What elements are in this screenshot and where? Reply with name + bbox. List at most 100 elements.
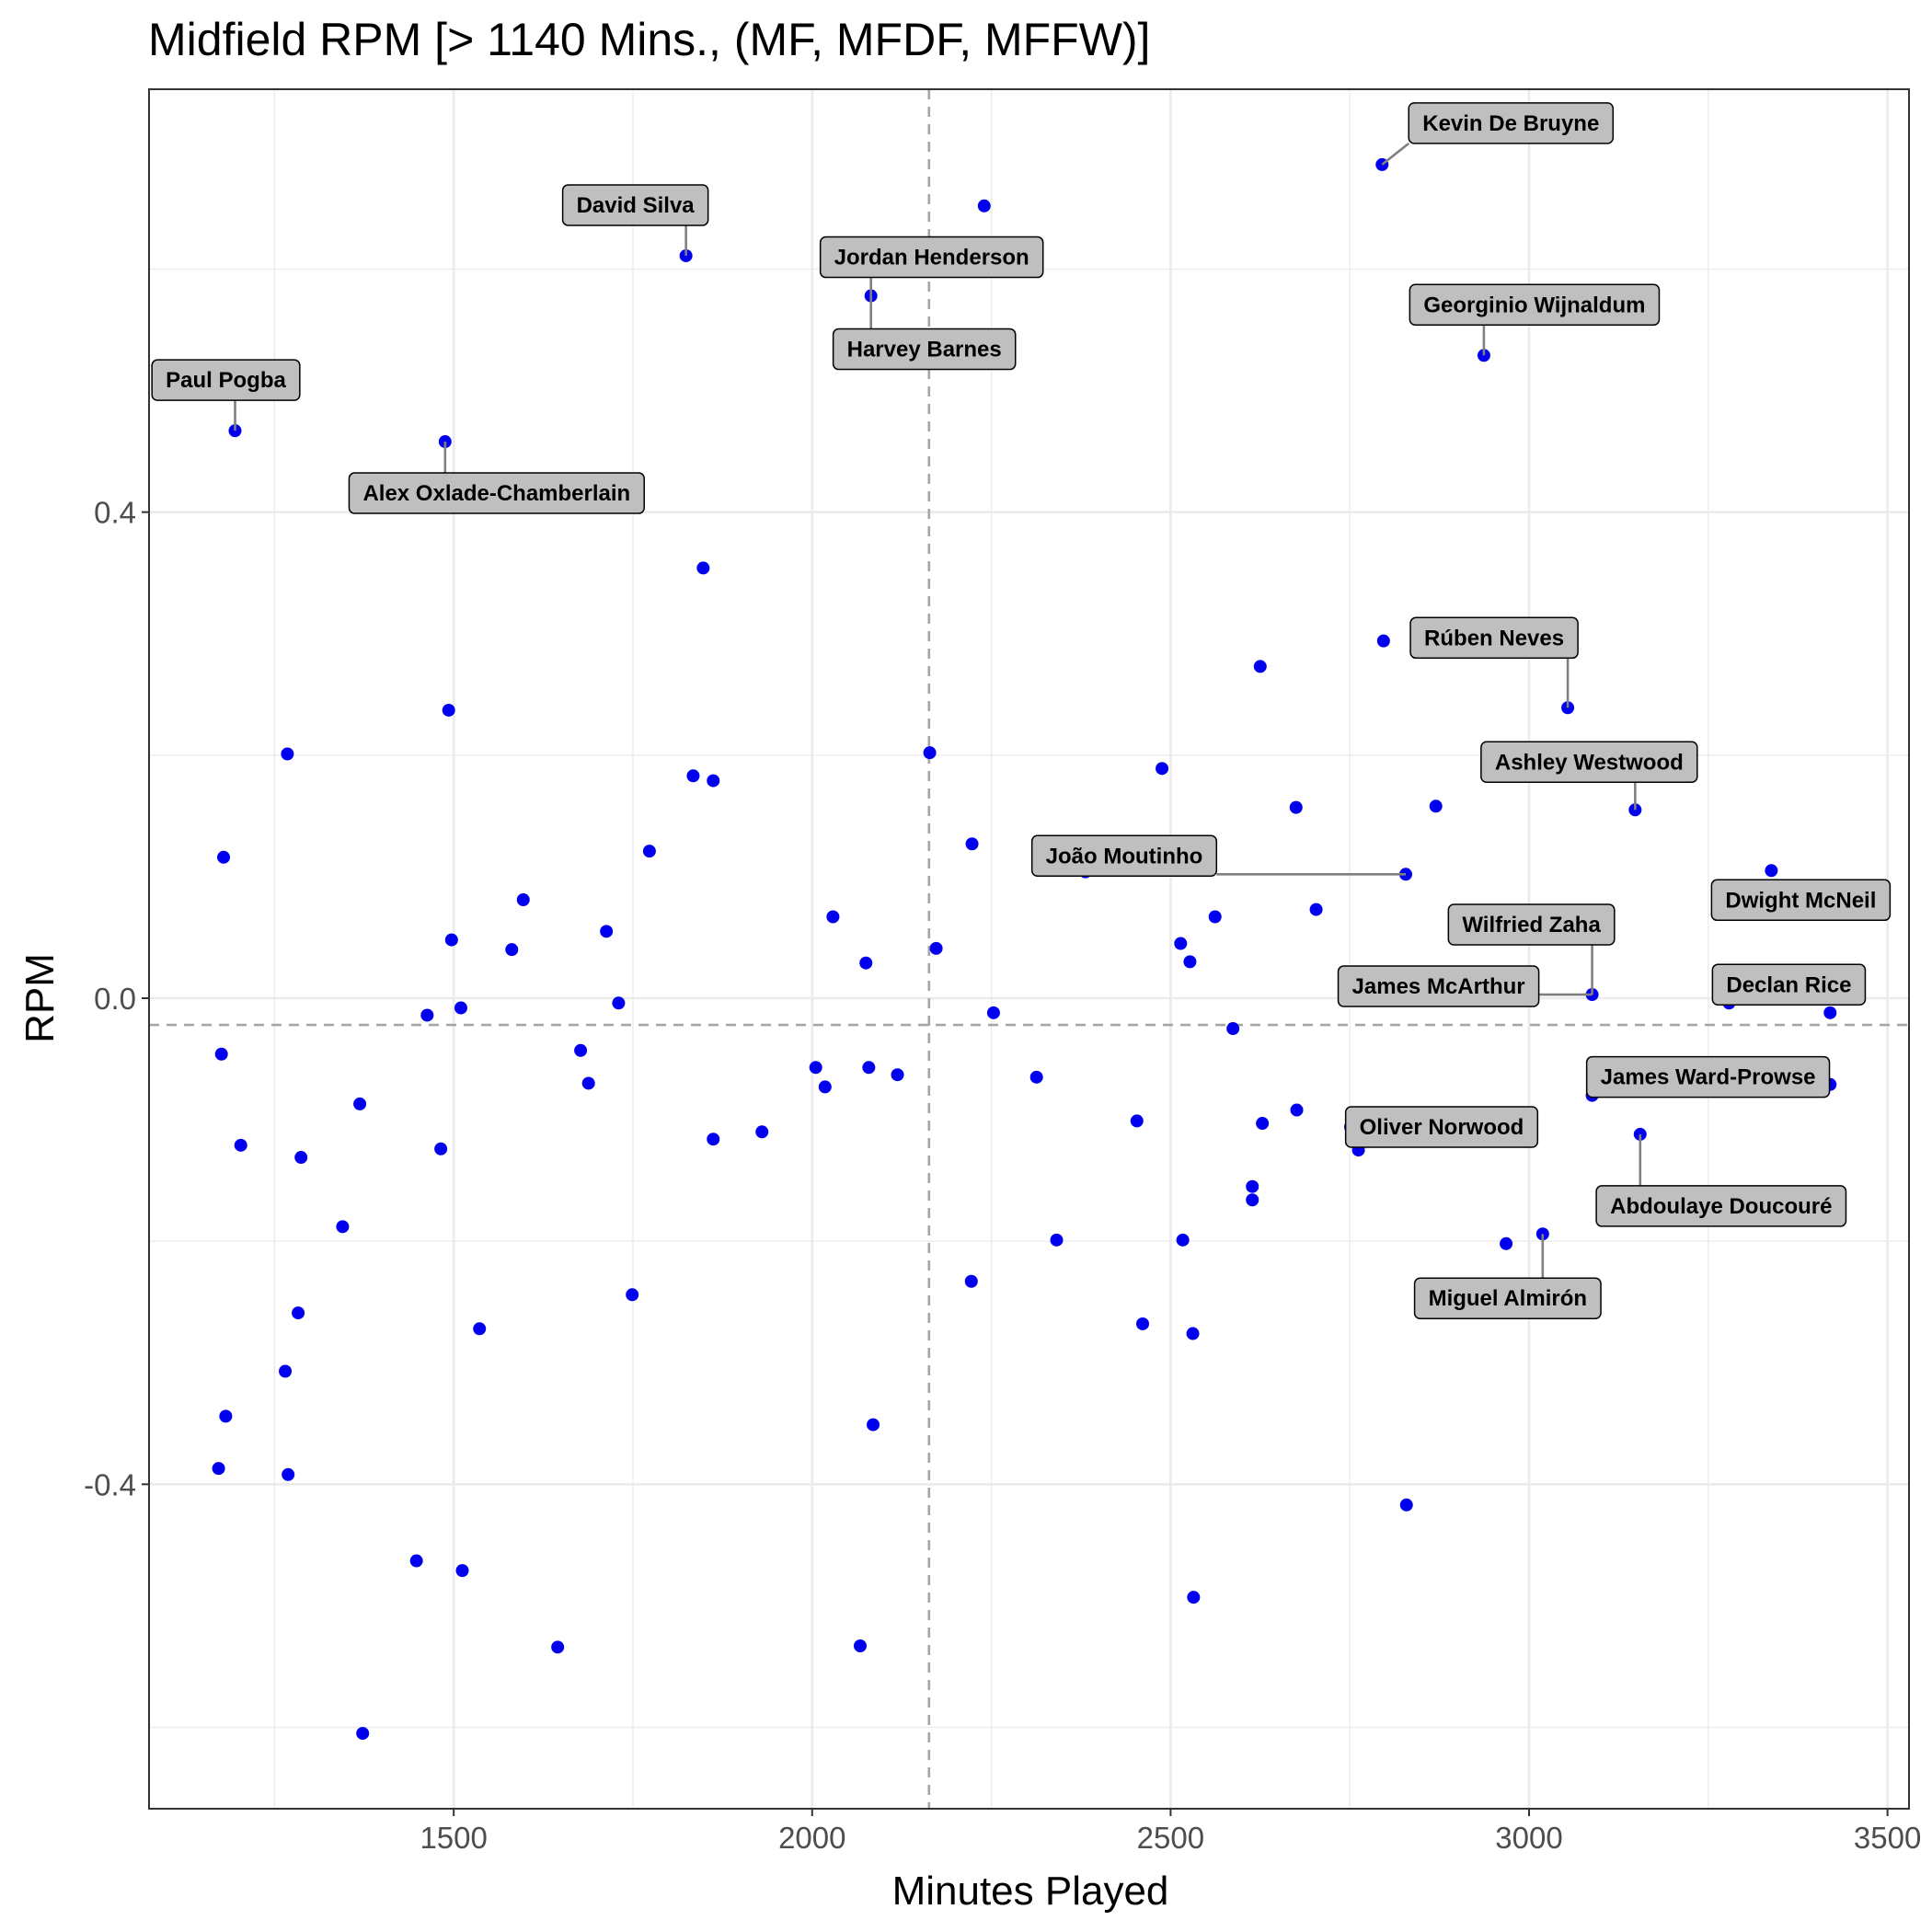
data-point [1376, 634, 1390, 648]
data-point [505, 943, 519, 957]
data-point [217, 850, 231, 864]
point-label-text: James Ward-Prowse [1601, 1065, 1816, 1090]
data-point [1500, 1236, 1513, 1250]
point-label: Miguel Almirón [1413, 1234, 1602, 1319]
data-point [1187, 1591, 1201, 1604]
plot-border [148, 88, 1910, 1810]
data-point [1136, 1317, 1150, 1330]
point-label: Kevin De Bruyne [1381, 102, 1615, 166]
point-label-text: Miguel Almirón [1429, 1286, 1587, 1311]
data-point [1246, 1193, 1259, 1207]
data-point [409, 1554, 423, 1568]
data-point [867, 1418, 880, 1432]
point-label: Oliver Norwood [1344, 1106, 1539, 1148]
point-label-box [1337, 965, 1540, 1007]
point-label-box [1480, 741, 1698, 784]
data-point [965, 837, 979, 851]
point-label-text: Dwight McNeil [1725, 888, 1876, 913]
point-label-box [1710, 879, 1892, 922]
point-label: James Ward-Prowse [1585, 1055, 1831, 1098]
grid [149, 89, 1909, 1809]
x-tick-label: 2500 [1137, 1821, 1204, 1855]
data-point [282, 1467, 295, 1481]
point-label: João Moutinho [1030, 834, 1406, 878]
x-axis-title: Minutes Played [892, 1869, 1169, 1914]
y-axis-ticks: -0.4 0.0 0.4 [84, 496, 149, 1501]
data-point [1399, 1498, 1413, 1512]
x-tick-label: 2000 [778, 1821, 845, 1855]
point-label: Jordan Henderson [819, 236, 1044, 296]
data-point [420, 1008, 434, 1022]
data-point [686, 769, 700, 783]
data-point [1029, 1070, 1043, 1084]
point-label-box [1408, 102, 1615, 144]
data-point [818, 1080, 832, 1094]
point-labels: Kevin De Bruyne David Silva Jordan Henders… [151, 102, 1892, 1319]
data-point [809, 1061, 822, 1075]
point-label-box [1030, 834, 1218, 878]
point-label: James McArthur [1337, 965, 1593, 1007]
point-label-text: Harvey Barnes [847, 338, 1002, 362]
data-point [964, 1274, 978, 1288]
data-point [455, 1564, 469, 1578]
data-point [755, 1125, 769, 1139]
x-tick-label: 1500 [420, 1821, 487, 1855]
data-point [853, 1639, 867, 1653]
point-label-box [1344, 1106, 1539, 1148]
data-point [454, 1001, 467, 1015]
point-label-box [1409, 283, 1661, 327]
data-point [986, 1006, 1000, 1019]
point-label-box [1409, 616, 1579, 660]
point-label-text: Jordan Henderson [834, 246, 1029, 270]
data-point [336, 1220, 350, 1234]
data-point [214, 1047, 228, 1061]
data-point [581, 1076, 595, 1090]
data-point [574, 1043, 588, 1057]
point-label-text: Oliver Norwood [1360, 1115, 1524, 1140]
point-label-text: Rúben Neves [1424, 626, 1564, 650]
point-label-text: Ashley Westwood [1495, 750, 1684, 775]
y-axis-title: RPM [17, 953, 63, 1043]
point-label-box [151, 359, 301, 401]
data-point [444, 933, 458, 947]
data-point [1253, 660, 1267, 673]
point-label-box [348, 472, 645, 514]
data-point [929, 941, 943, 955]
label-leader-line [1381, 142, 1410, 166]
point-label-text: Declan Rice [1726, 972, 1851, 997]
data-point [442, 703, 455, 717]
data-point [1208, 910, 1222, 924]
data-point [1130, 1114, 1144, 1128]
data-point [1246, 1179, 1259, 1193]
data-point [516, 893, 530, 907]
point-label: Wilfried Zaha [1447, 903, 1616, 995]
data-point [1183, 955, 1197, 969]
point-label-box [561, 184, 709, 226]
data-point [292, 1306, 305, 1320]
data-point [626, 1288, 639, 1302]
data-point [551, 1640, 565, 1654]
point-label-text: Alex Oxlade-Chamberlain [362, 481, 630, 506]
y-tick-label: 0.4 [94, 496, 136, 530]
x-axis-ticks: 1500 2000 2500 3000 3500 [420, 1809, 1921, 1855]
data-point [1765, 864, 1778, 878]
point-label-box [1447, 903, 1616, 946]
data-point [977, 199, 991, 213]
data-point [234, 1138, 247, 1152]
x-tick-label: 3000 [1495, 1821, 1562, 1855]
data-points [212, 157, 1837, 1741]
data-point [281, 747, 294, 761]
data-point [1050, 1233, 1064, 1247]
data-point [859, 956, 873, 970]
point-label: Georginio Wijnaldum [1409, 283, 1661, 356]
point-label: Harvey Barnes [832, 295, 1017, 371]
data-point [219, 1409, 233, 1423]
point-label-text: James McArthur [1352, 974, 1525, 999]
point-label: Declan Rice [1711, 963, 1867, 1006]
data-point [862, 1061, 876, 1075]
point-label-text: Georginio Wijnaldum [1423, 293, 1645, 317]
point-label-text: João Moutinho [1046, 844, 1203, 868]
point-label-box [1595, 1185, 1847, 1227]
